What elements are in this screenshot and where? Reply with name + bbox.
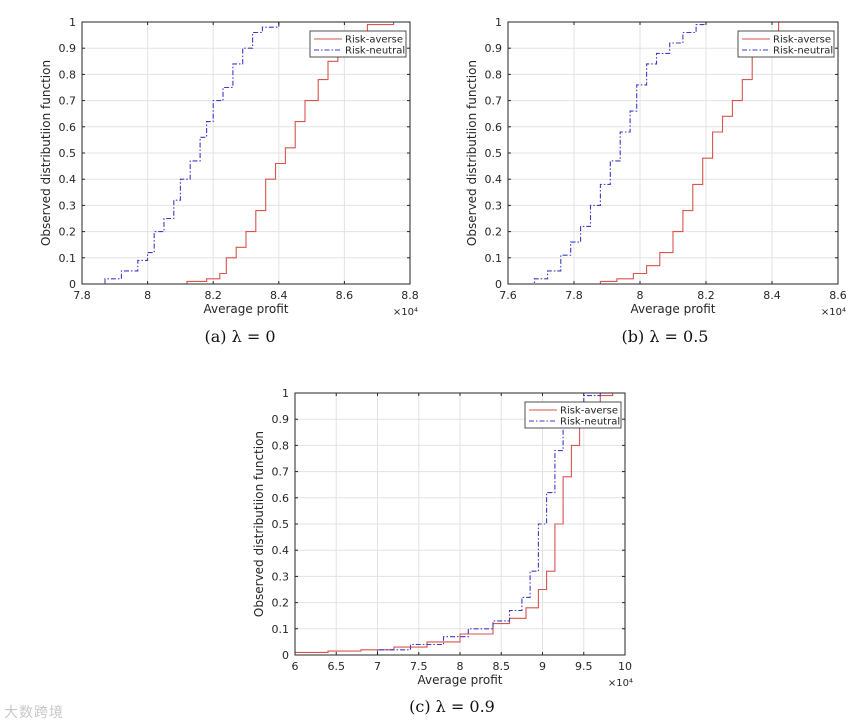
x-tick-label: 8 [144, 289, 151, 302]
x-tick-label: 8.5 [493, 660, 511, 673]
x-tick-label: 9 [539, 660, 546, 673]
y-tick-label: 0.6 [485, 121, 503, 134]
y-tick-label: 0.3 [485, 199, 503, 212]
x-axis-label: Average profit [631, 302, 716, 316]
x-axis-label: Average profit [204, 302, 289, 316]
y-tick-label: 0.9 [485, 42, 503, 55]
y-tick-label: 0 [282, 649, 289, 662]
y-tick-label: 0.1 [272, 623, 290, 636]
x-multiplier-label: ×10⁴ [821, 307, 846, 318]
chart-2: 6 6.5 7 7.5 8 8.5 9 9.5 10 0 0.1 0.2 0.3 0.4 0.5 0.6 0.7… [252, 387, 633, 716]
x-multiplier-label: ×10⁴ [393, 307, 418, 318]
chart-1: 7.6 7.8 8 8.2 8.4 8.6 0 0.1 0.2 0.3 0.4 0.5 0.6 0.7 0.… [465, 16, 847, 346]
x-tick-label: 10 [618, 660, 632, 673]
x-tick-label: 8.2 [697, 289, 715, 302]
series-line-risk-averse [580, 21, 796, 285]
y-tick-label: 0.9 [272, 413, 290, 426]
x-tick-label: 8 [457, 660, 464, 673]
x-tick-label: 8.6 [336, 289, 354, 302]
legend-label: Risk-neutral [773, 46, 833, 57]
y-axis-label: Observed distributiion function [252, 431, 266, 617]
y-tick-label: 0.2 [272, 597, 290, 610]
legend-label: Risk-averse [345, 35, 403, 46]
y-tick-label: 0.7 [59, 95, 77, 108]
chart-caption: (c) λ = 0.9 [409, 697, 495, 716]
y-tick-label: 0.3 [59, 199, 77, 212]
y-tick-label: 1 [282, 387, 289, 400]
x-axis-label: Average profit [418, 673, 503, 687]
legend-label: Risk-neutral [560, 417, 620, 428]
y-tick-label: 0.3 [272, 570, 290, 583]
y-tick-label: 0.9 [59, 42, 77, 55]
x-tick-label: 7 [374, 660, 381, 673]
x-tick-label: 7.6 [499, 289, 517, 302]
y-tick-label: 0.8 [485, 68, 503, 81]
x-tick-label: 6 [292, 660, 299, 673]
x-tick-label: 7.8 [565, 289, 583, 302]
y-tick-label: 1 [69, 16, 76, 29]
y-tick-label: 0.5 [272, 518, 290, 531]
x-tick-label: 7.5 [410, 660, 428, 673]
y-tick-label: 0 [495, 278, 502, 291]
y-tick-label: 0.6 [272, 492, 290, 505]
y-tick-label: 0.2 [485, 226, 503, 239]
x-multiplier-label: ×10⁴ [608, 678, 633, 689]
x-tick-label: 7.8 [73, 289, 91, 302]
legend-box [524, 401, 622, 429]
x-tick-label: 8.8 [401, 289, 419, 302]
chart-0: 7.8 8 8.2 8.4 8.6 8.8 0 0.1 0.2 0.3 0.4 0.5 0.6 0.7 0.… [39, 16, 419, 346]
chart-caption: (b) λ = 0.5 [622, 327, 709, 346]
x-tick-label: 6.5 [328, 660, 346, 673]
y-tick-label: 0.1 [59, 252, 77, 265]
legend-label: Risk-averse [560, 406, 618, 417]
x-tick-label: 8.6 [829, 289, 847, 302]
chart-caption: (a) λ = 0 [204, 327, 275, 346]
y-tick-label: 0.5 [485, 147, 503, 160]
y-tick-label: 0.4 [485, 173, 503, 186]
y-axis-label: Observed distributiion function [465, 60, 479, 246]
x-tick-label: 8.4 [763, 289, 781, 302]
watermark-text: 大数跨境 [4, 705, 64, 721]
y-tick-label: 0 [69, 278, 76, 291]
y-tick-label: 0.7 [272, 466, 290, 479]
x-tick-label: 9.5 [575, 660, 593, 673]
legend-box [737, 30, 835, 58]
y-tick-label: 1 [495, 16, 502, 29]
y-tick-label: 0.6 [59, 121, 77, 134]
legend-label: Risk-neutral [345, 46, 405, 57]
legend-label: Risk-averse [773, 35, 831, 46]
y-axis-label: Observed distributiion function [39, 60, 53, 246]
series-line-risk-neutral [517, 22, 707, 285]
x-tick-label: 8 [637, 289, 644, 302]
y-tick-label: 0.1 [485, 252, 503, 265]
series-line-risk-neutral [95, 21, 302, 285]
y-tick-label: 0.2 [59, 226, 77, 239]
y-tick-label: 0.8 [272, 439, 290, 452]
y-tick-label: 0.4 [59, 173, 77, 186]
y-tick-label: 0.7 [485, 95, 503, 108]
y-tick-label: 0.4 [272, 544, 290, 557]
x-tick-label: 8.2 [204, 289, 222, 302]
y-tick-label: 0.8 [59, 68, 77, 81]
x-tick-label: 8.4 [270, 289, 288, 302]
y-tick-label: 0.5 [59, 147, 77, 160]
legend-box [309, 30, 407, 58]
